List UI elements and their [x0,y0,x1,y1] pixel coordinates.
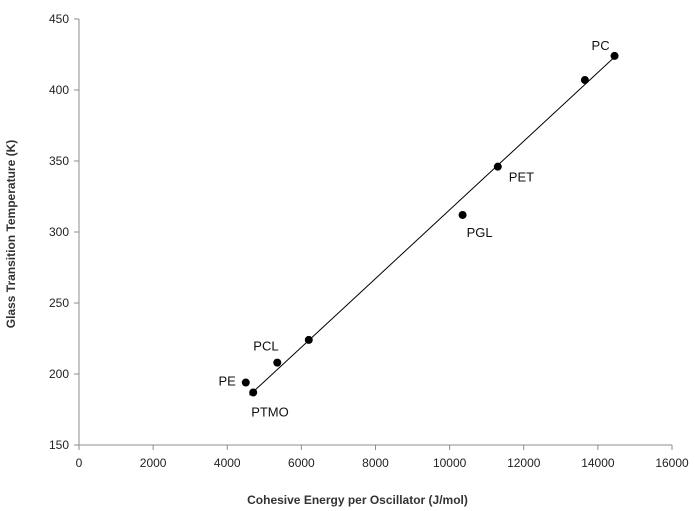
trendline-group [249,58,614,396]
x-tick-label: 8000 [362,456,389,470]
data-point [458,210,467,219]
data-point [273,358,282,367]
trendline [249,58,614,396]
data-point [493,162,502,171]
x-tick-label: 2000 [140,456,167,470]
y-axis-title: Glass Transition Temperature (K) [4,140,18,329]
x-tick-labels: 0 2000 4000 6000 8000 10000 12000 14000 16000 [76,456,689,470]
x-tick-label: 0 [76,456,83,470]
point-label: PTMO [251,404,289,419]
x-axis-title: Cohesive Energy per Oscillator (J/mol) [247,493,468,507]
point-label: PE [218,374,236,389]
x-tick-label: 12000 [507,456,541,470]
point-labels: PE PTMO PCL PGL PET PC [218,38,609,420]
data-points [241,51,619,397]
x-tick-label: 14000 [581,456,615,470]
axes [74,18,673,450]
y-tick-label: 400 [49,83,69,97]
y-tick-label: 250 [49,296,69,310]
x-tick-label: 16000 [655,456,689,470]
point-label: PET [509,170,534,185]
y-tick-label: 300 [49,225,69,239]
point-label: PCL [253,339,278,354]
y-tick-label: 350 [49,154,69,168]
point-label: PC [592,38,610,53]
x-tick-label: 10000 [433,456,467,470]
point-label: PGL [467,225,493,240]
y-tick-labels: 150 200 250 300 350 400 450 [49,12,69,452]
x-tick-label: 6000 [288,456,315,470]
y-tick-label: 450 [49,12,69,26]
data-point [249,388,258,397]
y-tick-label: 200 [49,367,69,381]
data-point [610,51,619,60]
x-tick-label: 4000 [214,456,241,470]
data-point [241,378,250,387]
data-point [304,335,313,344]
y-tick-label: 150 [49,438,69,452]
data-point [580,76,589,85]
